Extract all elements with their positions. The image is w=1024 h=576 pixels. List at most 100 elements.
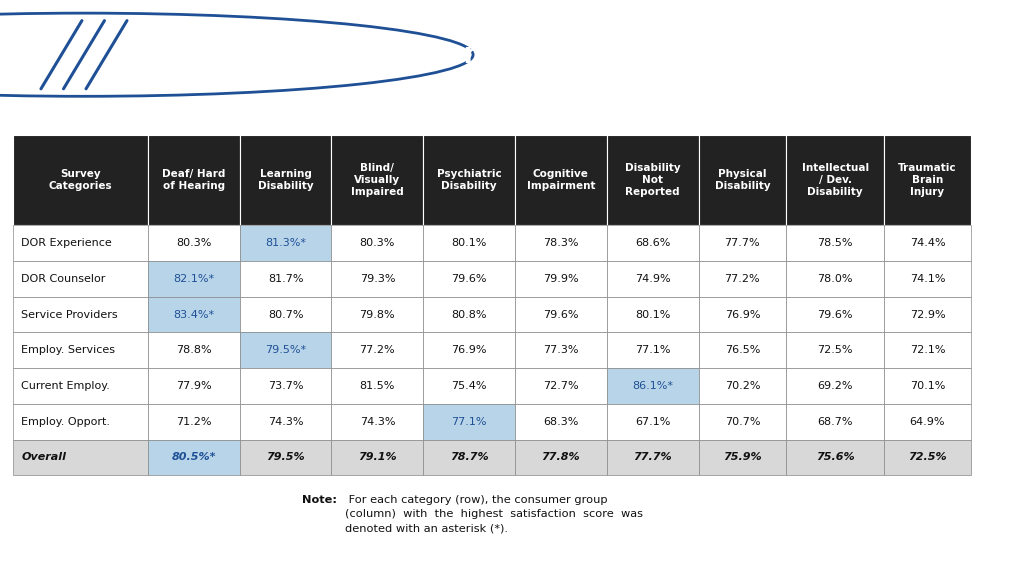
FancyBboxPatch shape: [423, 368, 515, 404]
FancyBboxPatch shape: [607, 261, 698, 297]
Text: 86.1%*: 86.1%*: [632, 381, 673, 391]
FancyBboxPatch shape: [147, 332, 240, 368]
FancyBboxPatch shape: [884, 135, 971, 225]
Text: 79.8%: 79.8%: [359, 310, 395, 320]
FancyBboxPatch shape: [240, 368, 332, 404]
Text: 79.3%: 79.3%: [359, 274, 395, 284]
Text: Learning
Disability: Learning Disability: [258, 169, 313, 191]
Text: 78.5%: 78.5%: [817, 238, 853, 248]
FancyBboxPatch shape: [884, 332, 971, 368]
FancyBboxPatch shape: [423, 261, 515, 297]
FancyBboxPatch shape: [607, 297, 698, 332]
FancyBboxPatch shape: [423, 439, 515, 475]
FancyBboxPatch shape: [240, 297, 332, 332]
FancyBboxPatch shape: [423, 135, 515, 225]
Text: 77.2%: 77.2%: [359, 345, 395, 355]
FancyBboxPatch shape: [786, 261, 884, 297]
FancyBboxPatch shape: [13, 297, 147, 332]
Text: Deaf/ Hard
of Hearing: Deaf/ Hard of Hearing: [162, 169, 225, 191]
Text: Current Employ.: Current Employ.: [22, 381, 111, 391]
FancyBboxPatch shape: [515, 225, 607, 261]
Text: 77.9%: 77.9%: [176, 381, 212, 391]
Text: 79.6%: 79.6%: [543, 310, 579, 320]
Text: 78.7%: 78.7%: [450, 452, 488, 463]
FancyBboxPatch shape: [607, 135, 698, 225]
Text: 78.0%: 78.0%: [817, 274, 853, 284]
Text: 68.3%: 68.3%: [543, 416, 579, 427]
Text: 74.3%: 74.3%: [268, 416, 303, 427]
FancyBboxPatch shape: [786, 297, 884, 332]
FancyBboxPatch shape: [515, 368, 607, 404]
Text: 72.9%: 72.9%: [909, 310, 945, 320]
FancyBboxPatch shape: [332, 368, 423, 404]
FancyBboxPatch shape: [884, 225, 971, 261]
FancyBboxPatch shape: [240, 135, 332, 225]
Text: 77.7%: 77.7%: [633, 452, 672, 463]
Text: Overall: Overall: [22, 452, 67, 463]
FancyBboxPatch shape: [698, 368, 786, 404]
FancyBboxPatch shape: [332, 225, 423, 261]
FancyBboxPatch shape: [13, 135, 147, 225]
FancyBboxPatch shape: [332, 261, 423, 297]
FancyBboxPatch shape: [147, 439, 240, 475]
Text: Note:: Note:: [302, 495, 337, 505]
Text: Service Providers: Service Providers: [22, 310, 118, 320]
Text: Physical
Disability: Physical Disability: [715, 169, 770, 191]
FancyBboxPatch shape: [332, 135, 423, 225]
FancyBboxPatch shape: [240, 404, 332, 439]
FancyBboxPatch shape: [147, 297, 240, 332]
Text: 72.5%: 72.5%: [908, 452, 947, 463]
Text: 77.1%: 77.1%: [635, 345, 671, 355]
Text: 82.1%*: 82.1%*: [173, 274, 214, 284]
Text: Traumatic
Brain
Injury: Traumatic Brain Injury: [898, 164, 956, 198]
FancyBboxPatch shape: [332, 332, 423, 368]
Text: 75.6%: 75.6%: [816, 452, 854, 463]
Text: 76.9%: 76.9%: [452, 345, 486, 355]
Text: 68.7%: 68.7%: [817, 416, 853, 427]
Text: 72.1%: 72.1%: [909, 345, 945, 355]
FancyBboxPatch shape: [423, 225, 515, 261]
Text: Employ. Services: Employ. Services: [22, 345, 116, 355]
Text: Survey
Categories: Survey Categories: [49, 169, 113, 191]
FancyBboxPatch shape: [515, 135, 607, 225]
Text: 77.1%: 77.1%: [452, 416, 486, 427]
Text: 79.5%: 79.5%: [266, 452, 305, 463]
FancyBboxPatch shape: [423, 297, 515, 332]
FancyBboxPatch shape: [13, 368, 147, 404]
Text: 80.3%: 80.3%: [176, 238, 212, 248]
Text: 83.4%*: 83.4%*: [173, 310, 214, 320]
Text: 69.2%: 69.2%: [817, 381, 853, 391]
Text: 76.5%: 76.5%: [725, 345, 760, 355]
Text: 81.5%: 81.5%: [359, 381, 395, 391]
FancyBboxPatch shape: [147, 135, 240, 225]
FancyBboxPatch shape: [147, 404, 240, 439]
Text: 80.7%: 80.7%: [268, 310, 303, 320]
FancyBboxPatch shape: [607, 332, 698, 368]
FancyBboxPatch shape: [884, 261, 971, 297]
Text: 75.4%: 75.4%: [452, 381, 486, 391]
Text: 64.9%: 64.9%: [909, 416, 945, 427]
FancyBboxPatch shape: [786, 368, 884, 404]
Text: 81.3%*: 81.3%*: [265, 238, 306, 248]
FancyBboxPatch shape: [515, 261, 607, 297]
Text: 75.9%: 75.9%: [723, 452, 762, 463]
FancyBboxPatch shape: [786, 135, 884, 225]
FancyBboxPatch shape: [698, 439, 786, 475]
FancyBboxPatch shape: [884, 404, 971, 439]
FancyBboxPatch shape: [698, 225, 786, 261]
Text: Psychiatric
Disability: Psychiatric Disability: [437, 169, 502, 191]
FancyBboxPatch shape: [13, 225, 147, 261]
FancyBboxPatch shape: [607, 439, 698, 475]
Text: 73.7%: 73.7%: [268, 381, 303, 391]
FancyBboxPatch shape: [607, 225, 698, 261]
Text: DOR Counselor: DOR Counselor: [22, 274, 105, 284]
FancyBboxPatch shape: [884, 439, 971, 475]
FancyBboxPatch shape: [240, 225, 332, 261]
FancyBboxPatch shape: [240, 332, 332, 368]
FancyBboxPatch shape: [423, 404, 515, 439]
Text: 81.7%: 81.7%: [268, 274, 303, 284]
FancyBboxPatch shape: [884, 368, 971, 404]
FancyBboxPatch shape: [698, 332, 786, 368]
Text: Intellectual
/ Dev.
Disability: Intellectual / Dev. Disability: [802, 164, 868, 198]
Text: Employ. Opport.: Employ. Opport.: [22, 416, 111, 427]
